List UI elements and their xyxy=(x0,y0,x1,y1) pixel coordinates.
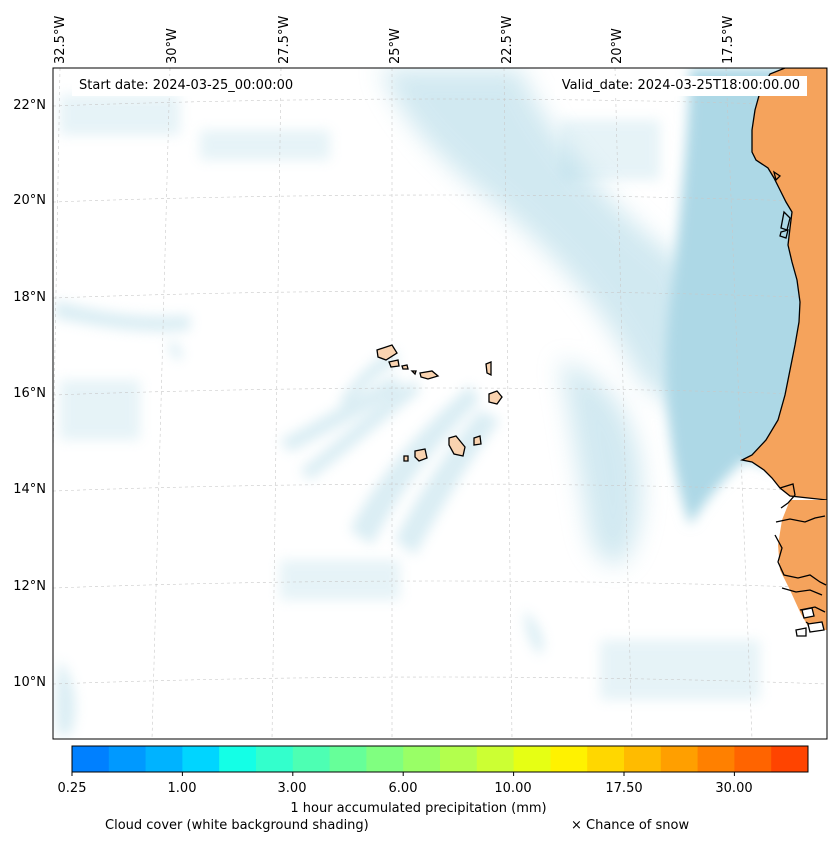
colorbar-swatch xyxy=(108,746,147,772)
longitude-label: 22.5°W xyxy=(500,15,515,64)
longitude-label: 30°W xyxy=(165,28,180,64)
colorbar-tick-label: 0.25 xyxy=(57,781,87,796)
africa-south-land xyxy=(778,500,827,630)
parallel-gridline xyxy=(53,676,827,685)
cape-verde-islands xyxy=(376,344,503,462)
snow-legend: × Chance of snow xyxy=(571,818,690,833)
map-gridlines xyxy=(53,68,827,739)
colorbar-swatch xyxy=(624,746,662,772)
colorbar-swatch xyxy=(219,746,257,772)
colorbar-swatch xyxy=(182,746,220,772)
colorbar-title: 1 hour accumulated precipitation (mm) xyxy=(290,801,547,816)
map-area xyxy=(53,68,827,739)
longitude-label: 17.5°W xyxy=(721,15,736,64)
colorbar-frame xyxy=(71,745,809,773)
meridian-gridline xyxy=(151,68,171,739)
parallel-gridline xyxy=(53,290,827,299)
colorbar-swatch xyxy=(366,746,404,772)
colorbar-swatch xyxy=(256,746,294,772)
map-frame xyxy=(52,67,828,740)
start-date-label: Start date: 2024-03-25_00:00:00 xyxy=(72,76,301,96)
longitude-label: 32.5°W xyxy=(53,15,68,64)
valid-date-label: Valid_date: 2024-03-25T18:00:00.00 xyxy=(554,76,807,96)
meridian-gridline xyxy=(725,68,753,739)
parallel-gridline xyxy=(53,387,827,396)
latitude-label: 14°N xyxy=(13,482,46,497)
longitude-label: 20°W xyxy=(610,28,625,64)
colorbar-swatch xyxy=(771,746,809,772)
colorbar-tick-label: 6.00 xyxy=(388,781,418,796)
colorbar-tick-label: 3.00 xyxy=(277,781,307,796)
colorbar-swatch xyxy=(660,746,699,772)
colorbar-tick-label: 17.50 xyxy=(605,781,643,796)
colorbar-swatch xyxy=(550,746,588,772)
precipitation-colorbar xyxy=(71,746,809,776)
meridian-gridline xyxy=(271,68,282,739)
latitude-label: 12°N xyxy=(13,579,46,594)
colorbar-swatch xyxy=(440,746,478,772)
colorbar-swatch xyxy=(587,746,625,772)
colorbar-swatch xyxy=(476,746,515,772)
colorbar-tick-label: 30.00 xyxy=(715,781,753,796)
colorbar-swatch xyxy=(72,746,110,772)
latitude-label: 22°N xyxy=(13,98,46,113)
meridian-gridline xyxy=(614,68,633,739)
colorbar-swatch xyxy=(734,746,772,772)
coastal-islands xyxy=(795,607,825,637)
colorbar-tick-label: 10.00 xyxy=(494,781,532,796)
latitude-label: 16°N xyxy=(13,386,46,401)
colorbar-swatch xyxy=(403,746,441,772)
latitude-label: 20°N xyxy=(13,193,46,208)
colorbar-swatch xyxy=(292,746,331,772)
colorbar-swatch xyxy=(697,746,735,772)
parallel-gridline xyxy=(53,98,827,107)
meridian-gridline xyxy=(503,68,513,739)
colorbar-swatch xyxy=(513,746,551,772)
africa-mainland xyxy=(740,68,827,501)
parallel-gridline xyxy=(53,194,827,203)
colorbar-swatch xyxy=(329,746,367,772)
longitude-label: 27.5°W xyxy=(277,15,292,64)
longitude-label: 25°W xyxy=(388,28,403,64)
parallel-gridline xyxy=(53,483,827,492)
parallel-gridline xyxy=(53,580,827,589)
cloud-cover-legend: Cloud cover (white background shading) xyxy=(105,818,369,833)
colorbar-swatch xyxy=(145,746,183,772)
latitude-label: 18°N xyxy=(13,290,46,305)
latitude-label: 10°N xyxy=(13,675,46,690)
colorbar-tick-label: 1.00 xyxy=(167,781,197,796)
